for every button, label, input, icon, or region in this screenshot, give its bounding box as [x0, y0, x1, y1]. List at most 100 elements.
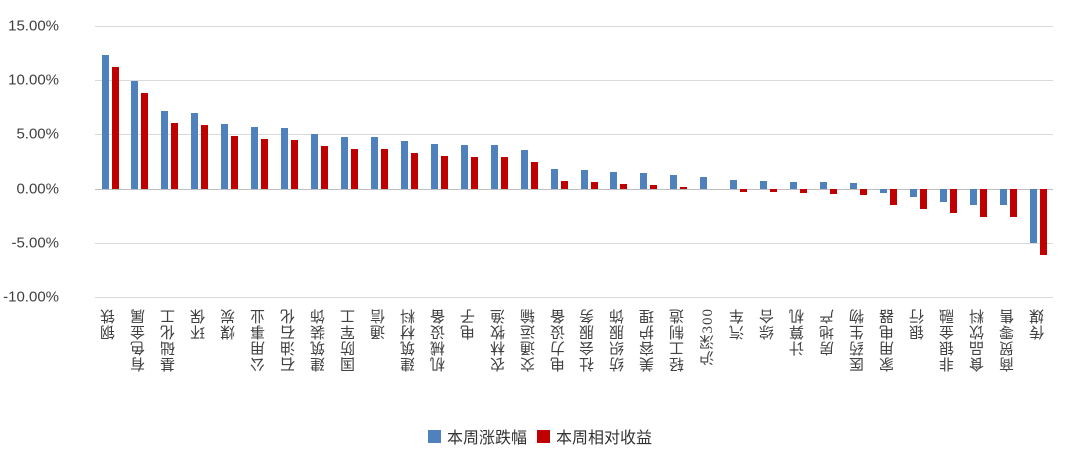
- x-axis-label-cell: 银行: [903, 308, 933, 420]
- x-axis-label: 纺织服饰: [610, 308, 627, 372]
- bar-本周相对收益-有色金属: [141, 93, 149, 189]
- bar-本周涨跌幅-美容护理: [640, 172, 648, 189]
- bar-本周涨跌幅-传媒: [1029, 188, 1037, 243]
- x-axis-label-cell: 农林牧渔: [484, 308, 514, 420]
- bar-本周涨跌幅-计算机: [790, 181, 797, 189]
- bar-本周相对收益-国防军工: [351, 148, 358, 189]
- legend-swatch-red-icon: [537, 429, 550, 443]
- legend: 本周涨跌幅 本周相对收益: [0, 424, 1080, 448]
- bar-本周涨跌幅-家用电器: [879, 188, 887, 193]
- x-axis-label-cell: 商贸零售: [993, 308, 1023, 420]
- x-axis-label: 食品饮料: [969, 308, 986, 372]
- bar-本周涨跌幅-基础化工: [161, 110, 169, 189]
- x-axis-label: 房地产: [819, 308, 836, 356]
- x-axis-label-cell: 建筑材料: [394, 308, 424, 420]
- legend-label: 本周涨跌幅: [446, 430, 527, 447]
- bar-本周相对收益-钢铁: [111, 67, 119, 189]
- x-axis-label-cell: 环保: [185, 308, 215, 420]
- bar-本周相对收益-非银金融: [949, 188, 957, 214]
- bar-本周涨跌幅-非银金融: [939, 188, 947, 202]
- bar-本周涨跌幅-建筑装饰: [311, 134, 318, 189]
- x-axis-label-cell: 交通运输: [514, 308, 544, 420]
- bar-本周相对收益-基础化工: [171, 122, 179, 189]
- x-axis-label-cell: 非银金融: [933, 308, 963, 420]
- x-axis-label: 家用电器: [879, 308, 896, 372]
- x-axis-label: 美容护理: [640, 308, 657, 372]
- x-axis-label-cell: 房地产: [814, 308, 844, 420]
- x-axis-label: 医药生物: [849, 308, 866, 372]
- x-axis-label-cell: 公用事业: [245, 308, 275, 420]
- bar-本周相对收益-农林牧渔: [500, 157, 508, 189]
- x-axis-label-cell: 社会服务: [574, 308, 604, 420]
- bar-本周涨跌幅-公用事业: [251, 126, 259, 189]
- x-axis-label: 建筑材料: [400, 308, 417, 372]
- x-axis-label: 计算机: [790, 308, 807, 356]
- x-axis-label: 通信: [370, 308, 387, 340]
- x-axis-label-cell: 家用电器: [873, 308, 903, 420]
- y-axis-tick-label: -5.00%: [11, 234, 59, 252]
- x-axis-label-cell: 基础化工: [155, 308, 185, 420]
- legend-label: 本周相对收益: [556, 430, 653, 447]
- x-axis-label: 传媒: [1029, 308, 1046, 340]
- x-axis-label-cell: 电子: [454, 308, 484, 420]
- plot-area: 15.00% 10.00% 5.00% 0.00% -5.00% -10.00%: [3, 18, 1053, 306]
- x-axis-label: 钢铁: [101, 308, 118, 340]
- x-axis-label: 综合: [760, 308, 777, 340]
- x-axis-label: 轻工制造: [670, 308, 687, 372]
- bar-本周相对收益-建筑材料: [410, 152, 418, 189]
- bar-本周相对收益-机械设备: [440, 156, 448, 189]
- x-axis-label: 石油石化: [281, 308, 298, 372]
- gridline: [95, 80, 1053, 82]
- x-axis-label: 环保: [191, 308, 208, 340]
- y-axis-tick-label: 5.00%: [16, 125, 59, 143]
- bar-本周相对收益-综合: [770, 188, 778, 193]
- x-axis-label: 公用事业: [251, 308, 268, 372]
- bar-本周相对收益-汽车: [740, 188, 748, 192]
- bar-本周涨跌幅-电子: [460, 144, 468, 189]
- legend-item-relative-return: 本周相对收益: [537, 424, 652, 448]
- gridline: [95, 26, 1053, 27]
- x-axis-label-cell: 计算机: [784, 308, 814, 420]
- x-axis-label-cell: 石油石化: [275, 308, 305, 420]
- legend-swatch-blue-icon: [427, 429, 441, 443]
- bar-本周涨跌幅-综合: [760, 180, 768, 189]
- x-axis-label: 基础化工: [161, 308, 178, 372]
- x-axis-label: 银行: [909, 308, 926, 340]
- bar-本周相对收益-电力设备: [560, 180, 568, 189]
- bar-本周相对收益-建筑装饰: [321, 146, 328, 189]
- x-axis-label-cell: 传媒: [1023, 308, 1053, 420]
- x-axis-label: 商贸零售: [999, 308, 1016, 372]
- bar-本周相对收益-轻工制造: [680, 187, 688, 189]
- bar-本周相对收益-纺织服饰: [620, 184, 628, 189]
- bar-本周相对收益-交通运输: [530, 161, 538, 189]
- bar-本周相对收益-环保: [201, 124, 209, 189]
- bar-本周涨跌幅-银行: [909, 188, 917, 198]
- x-axis-label-cell: 综合: [754, 308, 784, 420]
- x-axis-label: 电力设备: [550, 308, 567, 372]
- x-axis-labels: 钢铁 有色金属 基础化工 环保 煤炭 公用事业 石油石化 建筑装饰 国防军工 通信 建筑材料 机械设备…: [95, 308, 1053, 420]
- legend-item-weekly-change: 本周涨跌幅: [427, 424, 527, 448]
- x-axis-label-cell: 美容护理: [634, 308, 664, 420]
- x-axis-label-cell: 煤炭: [215, 308, 245, 420]
- x-axis-line: [95, 188, 1053, 190]
- bar-本周涨跌幅-食品饮料: [969, 188, 977, 205]
- x-axis-label: 沪深300: [700, 308, 717, 366]
- gridline: [95, 297, 1053, 298]
- bar-本周涨跌幅-机械设备: [430, 144, 438, 189]
- x-axis-label: 煤炭: [221, 308, 238, 340]
- bar-本周相对收益-医药生物: [859, 188, 867, 196]
- x-axis-label: 机械设备: [430, 308, 447, 372]
- x-axis-label-cell: 机械设备: [424, 308, 454, 420]
- x-axis-label-cell: 沪深300: [694, 308, 724, 420]
- x-axis-label-cell: 轻工制造: [664, 308, 694, 420]
- y-axis-tick-label: -10.00%: [3, 288, 59, 306]
- x-axis-label: 有色金属: [131, 308, 148, 372]
- bar-本周涨跌幅-国防军工: [341, 136, 348, 189]
- bar-本周相对收益-电子: [470, 156, 478, 189]
- x-axis-label-cell: 纺织服饰: [604, 308, 634, 420]
- bar-本周相对收益-社会服务: [590, 182, 598, 189]
- x-axis-label-cell: 食品饮料: [963, 308, 993, 420]
- x-axis-label-cell: 有色金属: [125, 308, 155, 420]
- bar-本周涨跌幅-钢铁: [101, 55, 109, 189]
